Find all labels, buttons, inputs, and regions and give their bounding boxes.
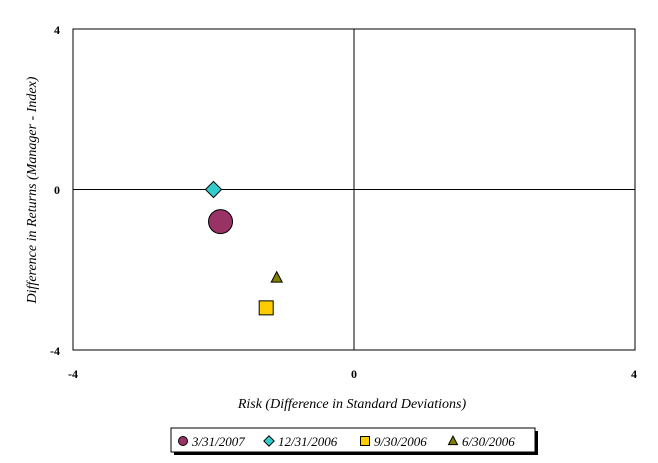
y-tick-label-mid: 0 — [54, 183, 60, 197]
legend-marker-9-30-2006 — [360, 436, 370, 446]
legend: 3/31/2007 12/31/2006 9/30/2006 6/30/2006 — [170, 427, 538, 455]
x-tick-label-mid: 0 — [351, 367, 357, 381]
data-point-12-31-2006 — [204, 180, 223, 199]
legend-box — [170, 427, 536, 453]
x-axis-title: Risk (Difference in Standard Deviations) — [237, 397, 467, 412]
y-tick-label-bottom: -4 — [50, 344, 60, 358]
data-point-9-30-2006 — [258, 300, 274, 316]
legend-marker-6-30-2006 — [447, 434, 459, 446]
x-tick-label-right: 4 — [631, 367, 637, 381]
y-tick-label-top: 4 — [54, 23, 60, 37]
legend-label-6-30-2006: 6/30/2006 — [462, 434, 515, 449]
data-point-6-30-2006 — [270, 270, 284, 283]
x-tick-label-left: -4 — [68, 367, 78, 381]
markers — [204, 180, 284, 316]
legend-marker-12-31-2006 — [263, 435, 275, 447]
data-point-3-31-2007 — [208, 209, 234, 235]
legend-marker-3-31-2007 — [178, 436, 188, 446]
legend-label-12-31-2006: 12/31/2006 — [278, 434, 338, 449]
legend-label-9-30-2006: 9/30/2006 — [374, 434, 427, 449]
legend-label-3-31-2007: 3/31/2007 — [191, 434, 245, 449]
y-axis-title: Difference in Returns (Manager - Index) — [25, 76, 40, 304]
